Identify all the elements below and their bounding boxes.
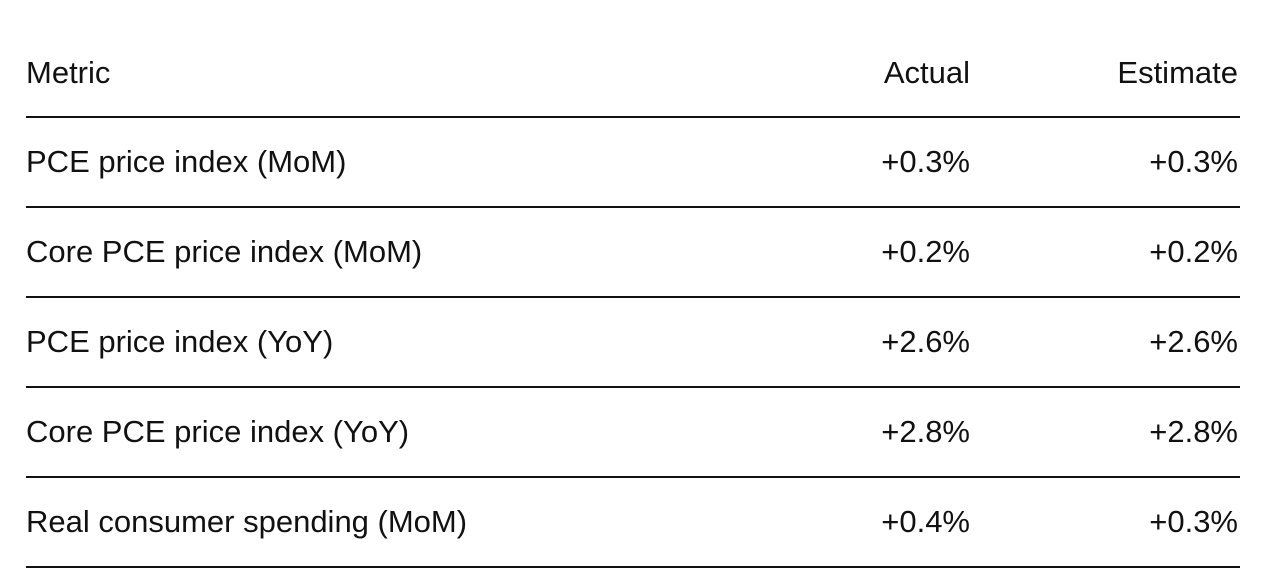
value-cell: +2.8% [728, 387, 972, 478]
header-cell: Metric [26, 30, 728, 118]
value-cell: +2.6% [728, 297, 972, 388]
metric-cell: Core PCE price index (MoM) [26, 207, 728, 298]
value-cell: +0.3% [972, 477, 1240, 568]
value-cell: +0.2% [972, 207, 1240, 298]
metric-cell: Core PCE price index (YoY) [26, 387, 728, 478]
table-row: PCE price index (MoM) +0.3% +0.3% [26, 117, 1240, 208]
header-cell: Estimate [972, 30, 1240, 118]
metric-cell: PCE price index (MoM) [26, 117, 728, 208]
table-row: Core PCE price index (YoY) +2.8% +2.8% [26, 387, 1240, 478]
header-row: Metric Actual Estimate [26, 30, 1240, 118]
table-row: PCE price index (YoY) +2.6% +2.6% [26, 297, 1240, 388]
table-body: PCE price index (MoM) +0.3% +0.3% Core PCE … [26, 117, 1240, 568]
data-table: Metric Actual Estimate PCE price index (Mo… [26, 30, 1240, 568]
value-cell: +0.3% [972, 117, 1240, 208]
metric-cell: PCE price index (YoY) [26, 297, 728, 388]
value-cell: +2.8% [972, 387, 1240, 478]
value-cell: +0.4% [728, 477, 972, 568]
table-header: Metric Actual Estimate [26, 30, 1240, 118]
value-cell: +0.2% [728, 207, 972, 298]
value-cell: +0.3% [728, 117, 972, 208]
value-cell: +2.6% [972, 297, 1240, 388]
header-cell: Actual [728, 30, 972, 118]
metric-cell: Real consumer spending (MoM) [26, 477, 728, 568]
table-row: Core PCE price index (MoM) +0.2% +0.2% [26, 207, 1240, 298]
table-row: Real consumer spending (MoM) +0.4% +0.3% [26, 477, 1240, 568]
